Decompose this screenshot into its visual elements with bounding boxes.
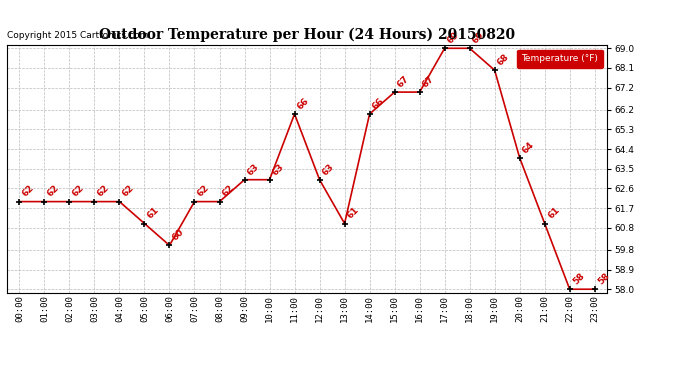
Text: 64: 64 xyxy=(521,140,536,155)
Text: 62: 62 xyxy=(96,184,111,199)
Text: 62: 62 xyxy=(221,184,236,199)
Text: 58: 58 xyxy=(596,271,611,286)
Text: 63: 63 xyxy=(246,162,261,177)
Text: 63: 63 xyxy=(321,162,336,177)
Text: 62: 62 xyxy=(46,184,61,199)
Text: 66: 66 xyxy=(371,96,386,111)
Text: 63: 63 xyxy=(271,162,286,177)
Text: 62: 62 xyxy=(21,184,36,199)
Text: Copyright 2015 Cartronics.com: Copyright 2015 Cartronics.com xyxy=(7,31,148,40)
Text: 58: 58 xyxy=(571,271,586,286)
Text: 60: 60 xyxy=(171,228,186,243)
Text: 67: 67 xyxy=(421,74,436,89)
Text: 61: 61 xyxy=(146,206,161,221)
Text: 66: 66 xyxy=(296,96,311,111)
Text: 67: 67 xyxy=(396,74,411,89)
Text: 69: 69 xyxy=(446,30,462,45)
Legend: Temperature (°F): Temperature (°F) xyxy=(517,50,602,68)
Text: 62: 62 xyxy=(121,184,136,199)
Text: 69: 69 xyxy=(471,30,486,45)
Text: 61: 61 xyxy=(546,206,561,221)
Text: 62: 62 xyxy=(196,184,211,199)
Text: 68: 68 xyxy=(496,52,511,68)
Title: Outdoor Temperature per Hour (24 Hours) 20150820: Outdoor Temperature per Hour (24 Hours) … xyxy=(99,28,515,42)
Text: 62: 62 xyxy=(71,184,86,199)
Text: 61: 61 xyxy=(346,206,361,221)
